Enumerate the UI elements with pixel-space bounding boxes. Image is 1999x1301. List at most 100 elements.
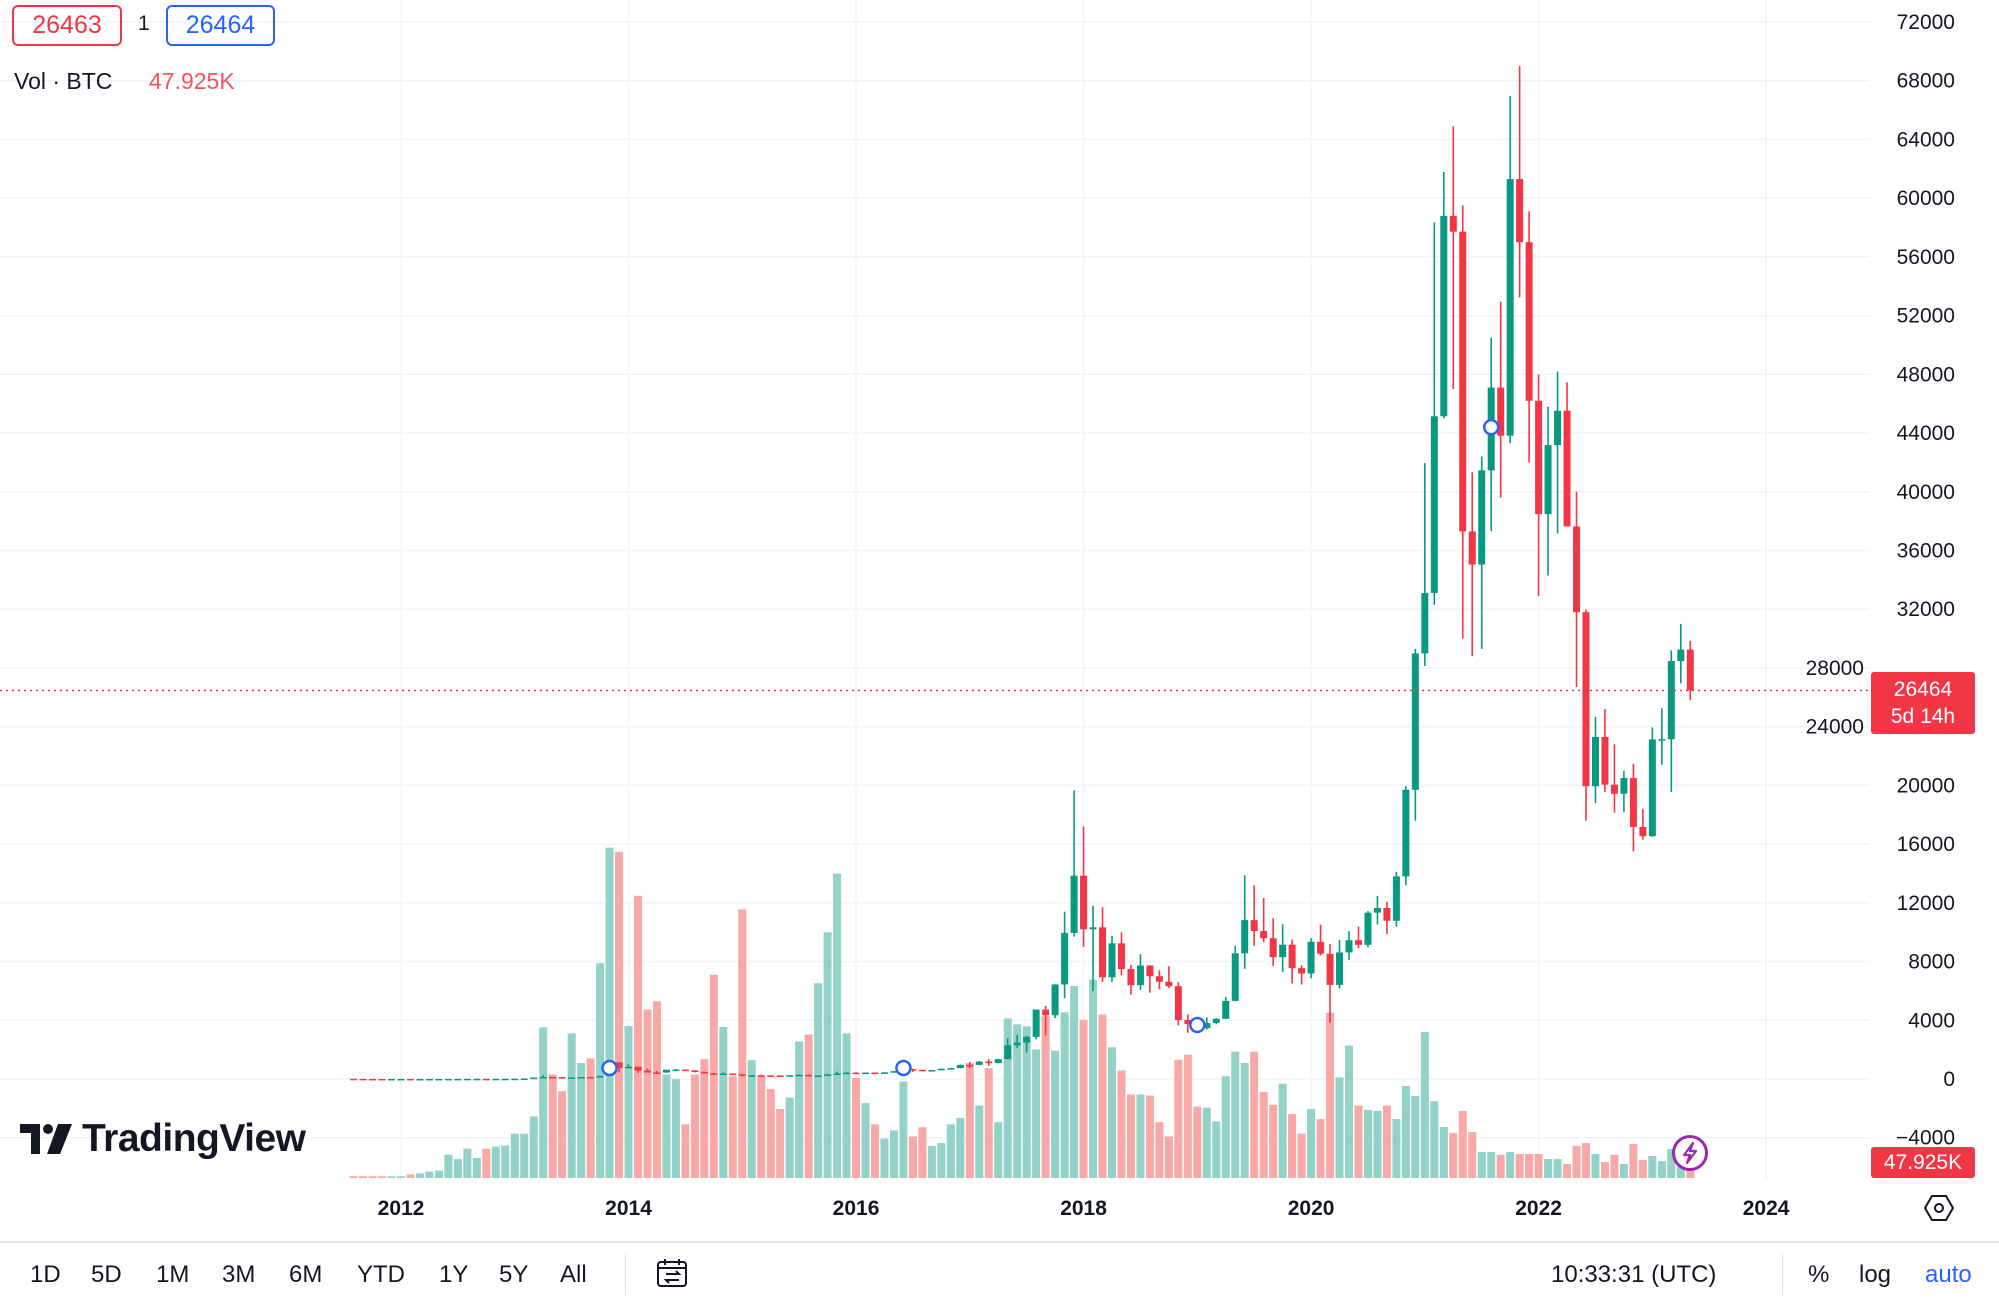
event-marker[interactable]: [895, 1059, 912, 1077]
candle: [1535, 374, 1543, 597]
price-tick-label: 12000: [1897, 892, 1955, 915]
volume-bar: [1126, 1094, 1135, 1178]
volume-bar: [567, 1033, 576, 1178]
calendar-range-icon[interactable]: [656, 1257, 690, 1289]
candle: [1004, 1038, 1012, 1060]
price-tick-label: 28000: [1806, 657, 1864, 680]
candle-body: [643, 1070, 651, 1073]
candle: [1136, 954, 1144, 990]
candle-body: [568, 1077, 576, 1079]
tradingview-logo-icon: [20, 1124, 72, 1154]
range-1y-button[interactable]: 1Y: [439, 1261, 469, 1288]
candle-body: [1269, 938, 1277, 958]
range-all-button[interactable]: All: [560, 1261, 587, 1288]
tradingview-logo[interactable]: TradingView: [20, 1116, 306, 1162]
candle-body: [719, 1073, 727, 1075]
lightning-icon[interactable]: [1672, 1135, 1708, 1171]
event-marker[interactable]: [1482, 418, 1500, 436]
candle: [359, 1078, 367, 1081]
volume-bar: [586, 1058, 595, 1178]
time-axis[interactable]: 2012 2014 2016 2018 2020 2022 2024: [378, 1197, 1790, 1220]
volume-bar: [956, 1118, 965, 1178]
candle: [1411, 648, 1419, 821]
range-5y-button[interactable]: 5Y: [499, 1261, 529, 1288]
volume-bar: [1496, 1154, 1505, 1178]
volume-bar: [1316, 1119, 1325, 1178]
event-markers[interactable]: [601, 418, 1500, 1077]
bid-price-box[interactable]: 26463: [12, 5, 122, 46]
volume-legend-value: 47.925K: [149, 68, 235, 94]
candle-body: [1089, 927, 1097, 930]
range-1m-button[interactable]: 1M: [156, 1261, 190, 1288]
candle-body: [1591, 736, 1599, 787]
range-6m-button[interactable]: 6M: [289, 1261, 323, 1288]
time-tick-label: 2022: [1515, 1197, 1562, 1220]
range-ytd-button[interactable]: YTD: [357, 1261, 405, 1288]
candle: [1667, 650, 1675, 792]
log-scale-toggle[interactable]: log: [1859, 1261, 1892, 1288]
volume-bar: [463, 1148, 472, 1178]
volume-bar: [1098, 1014, 1107, 1178]
candle-body: [1023, 1036, 1031, 1043]
price-tick-label: 44000: [1897, 422, 1955, 445]
candle: [1032, 1009, 1040, 1040]
volume-bar: [1089, 979, 1098, 1178]
candle-body: [1449, 215, 1457, 232]
candle: [454, 1078, 462, 1081]
candle: [501, 1078, 509, 1081]
candle-body: [1354, 940, 1362, 945]
volume-bar: [662, 1074, 671, 1178]
ask-price-box[interactable]: 26464: [166, 5, 275, 46]
candle: [473, 1078, 481, 1081]
candle-body: [1478, 470, 1486, 565]
candle: [1080, 826, 1088, 947]
candle: [1108, 935, 1116, 983]
candle: [653, 1070, 661, 1075]
candle: [1146, 965, 1154, 993]
candle-body: [1127, 969, 1135, 986]
volume-bar: [1468, 1132, 1477, 1178]
candle: [681, 1069, 689, 1072]
candle: [662, 1069, 670, 1073]
candle-body: [833, 1073, 841, 1075]
candle-body: [805, 1074, 813, 1077]
event-marker[interactable]: [601, 1059, 618, 1077]
range-5d-button[interactable]: 5D: [91, 1261, 122, 1288]
candle-body: [369, 1078, 377, 1081]
volume-bar: [1032, 1049, 1041, 1178]
candle: [643, 1068, 651, 1073]
candle: [530, 1077, 538, 1080]
hexagon-settings-icon[interactable]: [1923, 1192, 1955, 1224]
candle: [985, 1059, 993, 1066]
candle: [937, 1068, 945, 1071]
volume-bar: [937, 1143, 946, 1178]
candle: [1516, 66, 1524, 298]
toolbar-divider: [1782, 1253, 1783, 1295]
candle: [1212, 1018, 1220, 1025]
candle: [890, 1070, 898, 1073]
candle-body: [520, 1078, 528, 1081]
volume-bar: [1136, 1094, 1145, 1178]
range-1d-button[interactable]: 1D: [30, 1261, 61, 1288]
candle-body: [1658, 739, 1666, 741]
volume-bar: [1648, 1156, 1657, 1178]
price-tick-label: 72000: [1897, 11, 1955, 34]
spread-value: 1: [138, 12, 150, 35]
candle-body: [862, 1072, 870, 1075]
range-3m-button[interactable]: 3M: [222, 1261, 256, 1288]
candle-body: [1013, 1042, 1021, 1046]
candle-body: [1326, 953, 1334, 985]
candle: [1250, 885, 1258, 946]
candle-body: [824, 1074, 832, 1076]
event-marker[interactable]: [1189, 1016, 1206, 1034]
candle: [862, 1072, 870, 1075]
candle: [1591, 716, 1599, 804]
clock-time[interactable]: 10:33:31 (UTC): [1551, 1261, 1717, 1288]
candle: [880, 1072, 888, 1074]
percent-scale-toggle[interactable]: %: [1808, 1261, 1830, 1288]
candle: [1677, 623, 1685, 684]
auto-scale-toggle[interactable]: auto: [1925, 1261, 1972, 1288]
price-tick-label: 0: [1943, 1068, 1955, 1091]
price-axis[interactable]: 72000 68000 64000 60000 56000 52000 48000 44000…: [1806, 11, 1955, 1150]
